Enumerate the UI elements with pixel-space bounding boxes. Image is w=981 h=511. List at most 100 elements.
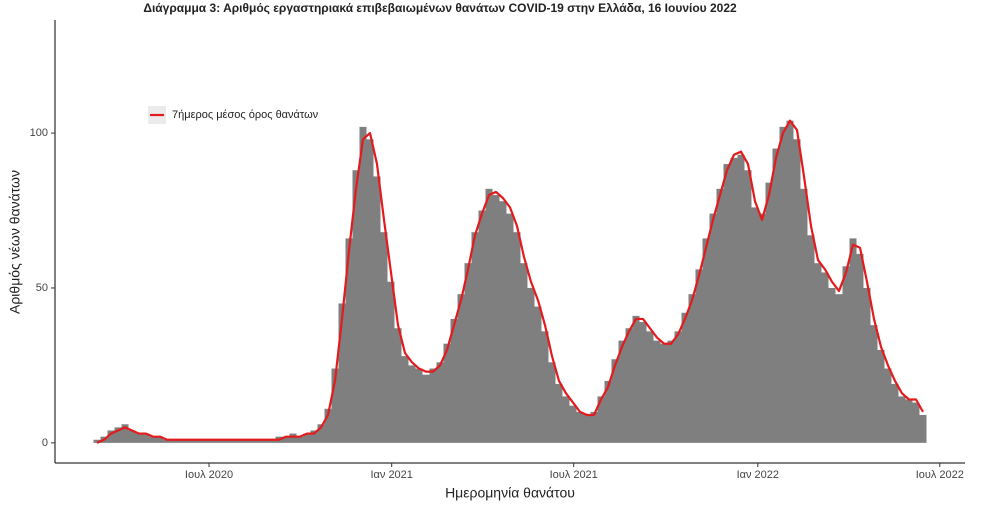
bar bbox=[387, 281, 395, 443]
bar bbox=[492, 195, 500, 443]
bar bbox=[765, 182, 773, 443]
bar bbox=[744, 170, 752, 443]
bar bbox=[828, 287, 836, 443]
bar bbox=[471, 232, 479, 443]
bar bbox=[534, 306, 542, 443]
bar bbox=[562, 396, 570, 443]
bar bbox=[415, 368, 423, 443]
bar bbox=[723, 164, 731, 443]
bar bbox=[779, 126, 787, 443]
x-tick-label: Ιουλ 2021 bbox=[550, 469, 598, 481]
bar bbox=[583, 414, 591, 443]
bar bbox=[884, 368, 892, 443]
bar bbox=[520, 263, 528, 443]
y-tick-label: 100 bbox=[30, 127, 48, 139]
bar bbox=[891, 384, 899, 443]
bar bbox=[93, 439, 101, 443]
y-tick-label: 50 bbox=[36, 282, 48, 294]
bar bbox=[548, 362, 556, 443]
bar bbox=[205, 439, 213, 443]
bar bbox=[793, 139, 801, 443]
bar bbox=[121, 424, 129, 443]
bar bbox=[247, 439, 255, 443]
bar bbox=[821, 272, 829, 443]
bar bbox=[856, 253, 864, 443]
bar bbox=[667, 340, 675, 443]
bar bbox=[513, 232, 521, 443]
bar bbox=[366, 139, 374, 443]
bar bbox=[359, 126, 367, 443]
bar bbox=[716, 188, 724, 443]
bar bbox=[912, 402, 920, 443]
bar bbox=[268, 439, 276, 443]
bar bbox=[751, 207, 759, 443]
bar bbox=[863, 287, 871, 443]
bar bbox=[639, 322, 647, 443]
bar bbox=[541, 331, 549, 443]
legend: 7ήμερος μέσος όρος θανάτων bbox=[148, 106, 319, 124]
bar bbox=[849, 238, 857, 443]
bar bbox=[408, 365, 416, 443]
bar bbox=[380, 232, 388, 443]
bar bbox=[506, 213, 514, 443]
bar bbox=[814, 263, 822, 443]
bar bbox=[709, 213, 717, 443]
bar bbox=[373, 176, 381, 443]
bar bbox=[429, 368, 437, 443]
bar bbox=[807, 235, 815, 443]
bar bbox=[163, 439, 171, 443]
bar bbox=[478, 210, 486, 443]
bar bbox=[394, 328, 402, 443]
bar bbox=[772, 148, 780, 443]
bar bbox=[114, 427, 122, 443]
bar bbox=[919, 414, 927, 443]
bar bbox=[324, 408, 332, 443]
bar bbox=[254, 439, 262, 443]
line bbox=[96, 119, 924, 444]
bar bbox=[240, 439, 248, 443]
bar bbox=[345, 238, 353, 443]
bar bbox=[590, 411, 598, 443]
bar bbox=[905, 399, 913, 443]
bar bbox=[177, 439, 185, 443]
bar bbox=[632, 315, 640, 443]
bar bbox=[877, 349, 885, 443]
bar bbox=[457, 294, 465, 443]
bar bbox=[737, 154, 745, 443]
y-tick-label: 0 bbox=[42, 437, 48, 449]
bar bbox=[233, 439, 241, 443]
bar bbox=[149, 436, 157, 443]
x-tick-label: Ιαν 2022 bbox=[737, 469, 779, 481]
bar bbox=[499, 201, 507, 443]
bar bbox=[646, 331, 654, 443]
bar bbox=[898, 396, 906, 443]
bar bbox=[135, 433, 143, 443]
bar bbox=[352, 170, 360, 443]
x-tick-label: Ιουλ 2022 bbox=[916, 469, 964, 481]
bar bbox=[625, 328, 633, 443]
bar bbox=[653, 340, 661, 443]
bar bbox=[212, 439, 220, 443]
bar bbox=[401, 356, 409, 443]
bar bbox=[261, 439, 269, 443]
bar bbox=[695, 269, 703, 443]
x-tick-label: Ιαν 2021 bbox=[370, 469, 412, 481]
bar bbox=[191, 439, 199, 443]
bar bbox=[282, 436, 290, 443]
bar bbox=[331, 368, 339, 443]
bar bbox=[604, 380, 612, 443]
bar bbox=[611, 359, 619, 443]
bar bbox=[317, 424, 325, 443]
bar bbox=[219, 439, 227, 443]
x-axis-label: Ημερομηνία θανάτου bbox=[445, 485, 575, 501]
bar bbox=[842, 266, 850, 443]
x-tick-label: Ιουλ 2020 bbox=[185, 469, 233, 481]
bar bbox=[184, 439, 192, 443]
bar bbox=[296, 436, 304, 443]
bar bbox=[660, 343, 668, 443]
bar bbox=[310, 430, 318, 443]
bar bbox=[597, 396, 605, 443]
bar bbox=[835, 294, 843, 443]
bar bbox=[226, 439, 234, 443]
